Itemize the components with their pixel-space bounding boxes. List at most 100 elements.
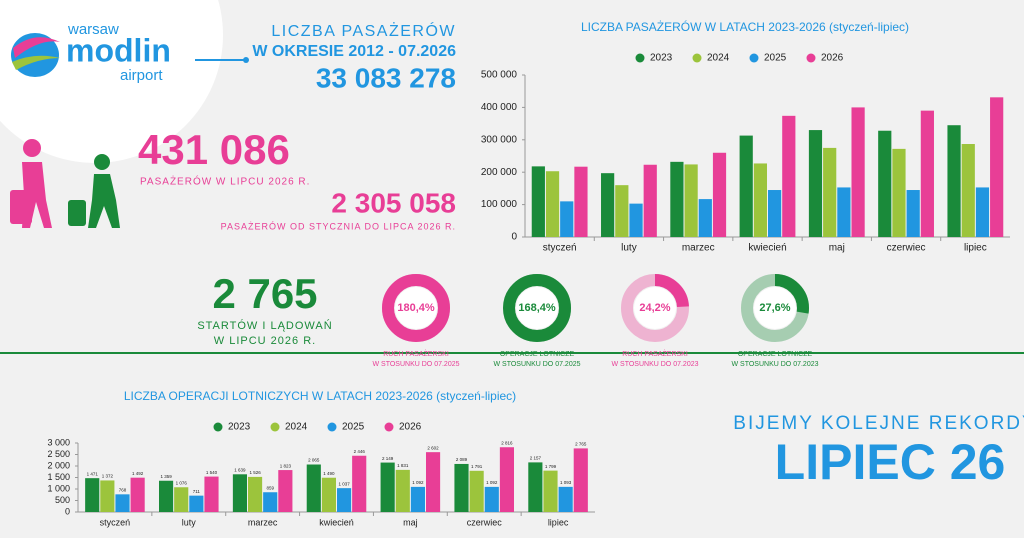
bar — [263, 492, 278, 512]
value-label: 711 — [193, 489, 201, 494]
bar — [174, 487, 189, 512]
value-label: 2 446 — [354, 449, 366, 454]
total-value: 33 083 278 — [316, 62, 456, 93]
logo-text: warsaw — [67, 21, 119, 38]
value-label: 1 526 — [249, 470, 261, 475]
operations-caption: STARTÓW I LĄDOWAŃ — [197, 319, 332, 332]
bar — [100, 480, 115, 512]
value-label: 1 037 — [338, 481, 350, 486]
value-label: 2 765 — [575, 442, 587, 447]
value-label: 1 791 — [471, 464, 483, 469]
legend-swatch — [213, 422, 223, 432]
total-title: LICZBA PASAŻERÓW — [271, 21, 456, 40]
legend-swatch — [692, 53, 702, 63]
bar — [906, 190, 920, 237]
july-caption: PASAŻERÓW W LIPCU 2026 R. — [140, 175, 310, 188]
legend-swatch — [270, 422, 280, 432]
y-tick-label: 500 000 — [481, 70, 518, 81]
bar — [615, 185, 629, 237]
bar — [469, 470, 484, 512]
gauge-center — [634, 287, 676, 329]
x-tick-label: luty — [621, 243, 637, 254]
y-tick-label: 2 500 — [47, 449, 70, 459]
x-tick-label: marzec — [248, 517, 278, 527]
bar — [115, 494, 130, 512]
value-label: 1 359 — [160, 474, 172, 479]
x-tick-label: lipiec — [548, 517, 569, 527]
bar — [739, 135, 753, 237]
y-tick-label: 300 000 — [481, 134, 518, 145]
bar — [878, 130, 892, 237]
value-label: 768 — [119, 488, 127, 493]
legend-label: 2023 — [650, 53, 673, 64]
ytd-value: 2 305 058 — [331, 187, 456, 218]
x-tick-label: kwiecień — [319, 517, 354, 527]
bar — [808, 130, 823, 237]
gauge-label: 168,4% — [518, 302, 556, 314]
bar — [560, 201, 574, 237]
legend-swatch — [749, 53, 759, 63]
bar — [204, 476, 219, 512]
bar — [837, 187, 851, 237]
bar — [768, 190, 782, 237]
slogan-big: LIPIEC 26 — [775, 434, 1006, 490]
gauge-label: 24,2% — [639, 302, 670, 314]
bar — [278, 470, 293, 512]
bar — [543, 470, 558, 512]
bar — [574, 166, 588, 237]
bar — [248, 476, 263, 512]
gauge-label: 180,4% — [397, 302, 435, 314]
y-tick-label: 200 000 — [481, 167, 518, 178]
ytd-caption: PASAŻERÓW OD STYCZNIA DO LIPCA 2026 R. — [221, 221, 456, 231]
legend-label: 2024 — [707, 53, 730, 64]
logo-mark — [11, 33, 60, 77]
gauge-center — [754, 287, 796, 329]
total-period: W OKRESIE 2012 - 07.2026 — [252, 43, 456, 60]
gauge-arc — [382, 274, 450, 342]
bar — [528, 462, 543, 512]
value-label: 859 — [266, 485, 274, 490]
legend-swatch — [806, 53, 816, 63]
bar — [643, 164, 657, 237]
bar — [851, 107, 865, 238]
value-label: 1 076 — [176, 480, 188, 485]
gauge-label: 27,6% — [759, 302, 790, 314]
value-label: 1 639 — [234, 467, 246, 472]
gauge-caption: RUCH PASAŻERSKI — [383, 349, 449, 358]
value-label: 1 799 — [545, 464, 557, 469]
slogan: BIJEMY KOLEJNE REKORDY — [733, 413, 1024, 434]
y-tick-label: 3 000 — [47, 437, 70, 447]
value-label: 1 372 — [102, 474, 114, 479]
legend-swatch — [635, 53, 645, 63]
value-label: 1 093 — [560, 480, 572, 485]
gauge-center — [395, 287, 437, 329]
gauge-arc — [621, 274, 689, 342]
chart-title: LICZBA OPERACJI LOTNICZYCH W LATACH 2023… — [124, 389, 516, 403]
x-tick-label: marzec — [682, 243, 715, 254]
y-tick-label: 400 000 — [481, 102, 518, 113]
bar — [380, 462, 395, 512]
legend-label: 2026 — [399, 422, 422, 433]
bar — [484, 486, 499, 512]
bar — [712, 152, 727, 237]
bar — [782, 115, 796, 237]
bar — [558, 486, 573, 512]
july-value: 431 086 — [138, 126, 290, 173]
bar — [531, 166, 545, 237]
value-label: 1 092 — [412, 480, 424, 485]
bar — [975, 187, 990, 237]
gauge-caption: W STOSUNKU DO 07.2025 — [493, 361, 580, 368]
bar — [130, 477, 145, 512]
value-label: 2 157 — [530, 456, 542, 461]
bar — [601, 173, 615, 237]
y-tick-label: 500 — [55, 495, 70, 505]
bar — [395, 469, 410, 512]
bar — [85, 478, 100, 512]
x-tick-label: lipiec — [964, 243, 987, 254]
x-tick-label: maj — [403, 517, 418, 527]
bar — [947, 125, 961, 237]
x-tick-label: styczeń — [100, 517, 131, 527]
bar — [306, 464, 321, 512]
legend-label: 2025 — [342, 422, 365, 433]
